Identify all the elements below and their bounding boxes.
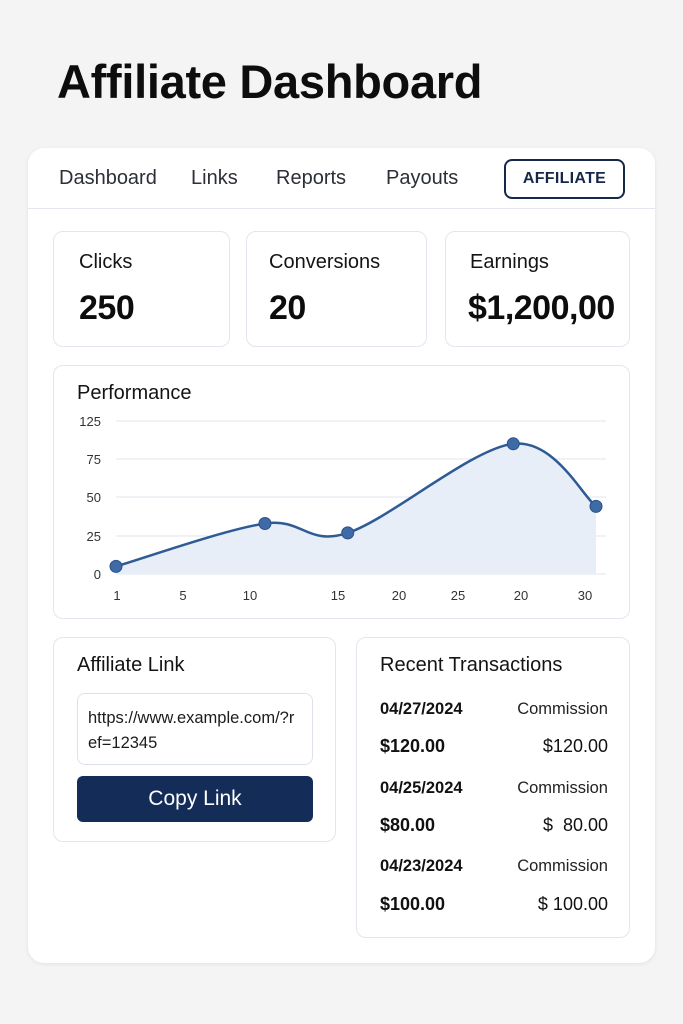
x-tick-label: 30 xyxy=(578,588,592,603)
page-title: Affiliate Dashboard xyxy=(57,55,483,108)
data-point xyxy=(341,526,355,540)
affiliate-link-card: Affiliate Link https://www.example.com/?… xyxy=(53,637,336,842)
dashboard-panel: Dashboard Links Reports Payouts AFFILIAT… xyxy=(28,148,655,963)
stat-card-conversions: Conversions 20 xyxy=(246,231,427,347)
transaction-type: Commission xyxy=(517,700,608,718)
nav-item-payouts[interactable]: Payouts xyxy=(386,167,459,189)
affiliate-button[interactable]: AFFILIATE xyxy=(504,159,625,199)
transaction-commission-amount: $120.00 xyxy=(542,736,608,756)
y-tick-label: 75 xyxy=(87,452,101,467)
y-tick-label: 0 xyxy=(94,567,101,582)
affiliate-link-title: Affiliate Link xyxy=(77,654,185,676)
transaction-type: Commission xyxy=(517,779,608,797)
x-tick-label: 10 xyxy=(243,588,257,603)
y-tick-label: 50 xyxy=(87,490,101,505)
transaction-amount-row: $120.00 $120.00 xyxy=(357,736,629,766)
stat-value: 20 xyxy=(269,289,306,327)
transaction-row: 04/27/2024 Commission xyxy=(357,700,629,730)
affiliate-link-field[interactable]: https://www.example.com/?ref=12345 xyxy=(77,693,313,765)
y-tick-label: 125 xyxy=(79,414,101,429)
data-point xyxy=(506,437,520,451)
transaction-amount: $100.00 xyxy=(380,894,446,914)
stat-label: Conversions xyxy=(269,251,381,273)
x-tick-label: 20 xyxy=(514,588,528,603)
stat-label: Clicks xyxy=(79,251,133,273)
transaction-date: 04/23/2024 xyxy=(380,857,463,875)
transaction-date: 04/27/2024 xyxy=(380,700,463,718)
area-fill xyxy=(116,443,596,574)
transaction-row: 04/23/2024 Commission xyxy=(357,857,629,887)
transaction-row: 04/25/2024 Commission xyxy=(357,779,629,809)
transactions-title: Recent Transactions xyxy=(380,654,563,676)
copy-link-button[interactable]: Copy Link xyxy=(77,776,313,822)
stat-value: $1,200,00 xyxy=(468,289,615,327)
x-tick-label: 1 xyxy=(113,588,120,603)
transaction-type: Commission xyxy=(517,857,608,875)
x-tick-label: 20 xyxy=(392,588,406,603)
x-tick-label: 5 xyxy=(179,588,186,603)
nav-item-reports[interactable]: Reports xyxy=(276,167,347,189)
x-tick-label: 25 xyxy=(451,588,465,603)
transaction-date: 04/25/2024 xyxy=(380,779,463,797)
transaction-amount-row: $100.00 $ 100.00 xyxy=(357,894,629,924)
stat-card-earnings: Earnings $1,200,00 xyxy=(445,231,630,347)
nav-item-links[interactable]: Links xyxy=(191,167,238,189)
transaction-amount-row: $80.00 $ 80.00 xyxy=(357,815,629,845)
data-point xyxy=(258,517,272,531)
data-point xyxy=(589,499,603,513)
transaction-amount: $80.00 xyxy=(380,815,436,835)
transaction-amount: $120.00 xyxy=(380,736,446,756)
transaction-commission-amount: $ 80.00 xyxy=(542,815,608,835)
stat-value: 250 xyxy=(79,289,135,327)
x-tick-label: 15 xyxy=(331,588,345,603)
stat-card-clicks: Clicks 250 xyxy=(53,231,230,347)
stat-label: Earnings xyxy=(470,251,549,273)
nav-item-dashboard[interactable]: Dashboard xyxy=(59,167,157,189)
transaction-commission-amount: $ 100.00 xyxy=(537,894,608,914)
performance-card: Performance 0 25 50 75 125 1 5 10 15 20 25 20 30 xyxy=(53,365,630,619)
y-tick-label: 25 xyxy=(87,529,101,544)
top-navigation: Dashboard Links Reports Payouts AFFILIAT… xyxy=(28,148,655,209)
data-point xyxy=(109,559,123,573)
chart-title: Performance xyxy=(77,382,192,404)
recent-transactions-card: Recent Transactions 04/27/2024 Commissio… xyxy=(356,637,630,938)
